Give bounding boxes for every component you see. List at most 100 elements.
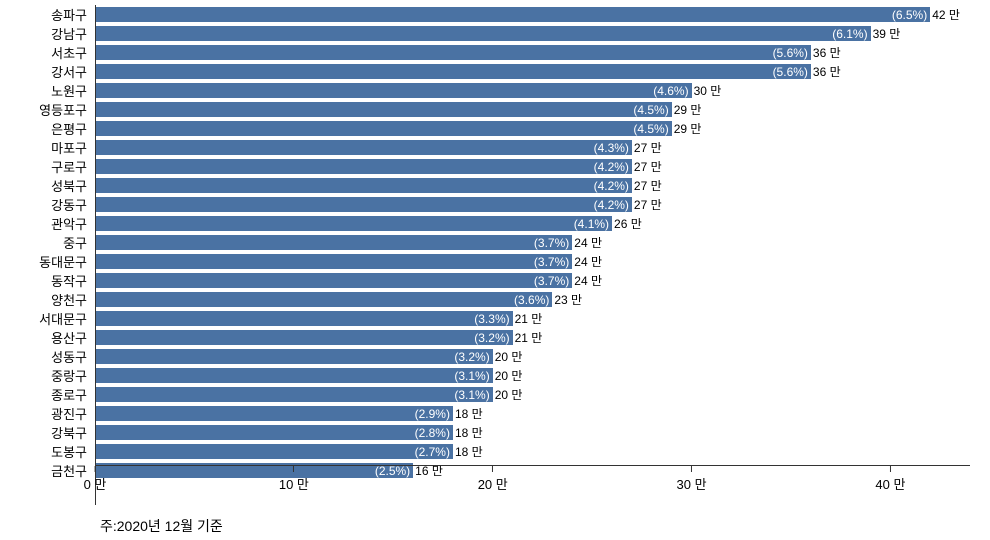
y-axis-label: 구로구 <box>0 157 95 176</box>
bar: (6.1%)39 만 <box>95 26 871 41</box>
bar-percent-label: (4.5%) <box>633 103 671 117</box>
bar-percent-label: (3.7%) <box>534 255 572 269</box>
bar: (3.2%)21 만 <box>95 330 513 345</box>
bar-percent-label: (3.7%) <box>534 274 572 288</box>
y-axis-label: 강서구 <box>0 62 95 81</box>
bar: (3.1%)20 만 <box>95 387 493 402</box>
bar-track: (4.2%)27 만 <box>95 157 970 176</box>
bar-value-label: 18 만 <box>455 405 483 422</box>
bar-track: (6.1%)39 만 <box>95 24 970 43</box>
bar-value-label: 39 만 <box>873 25 901 42</box>
bar-percent-label: (2.9%) <box>415 407 453 421</box>
y-axis-label: 서초구 <box>0 43 95 62</box>
x-tick-label: 30 만 <box>677 474 707 493</box>
bar-value-label: 23 만 <box>554 291 582 308</box>
bar: (2.8%)18 만 <box>95 425 453 440</box>
bar-row: 광진구(2.9%)18 만 <box>0 404 970 423</box>
y-axis-label: 동작구 <box>0 271 95 290</box>
bar-percent-label: (4.5%) <box>633 122 671 136</box>
bar-value-label: 18 만 <box>455 443 483 460</box>
y-axis-label: 강남구 <box>0 24 95 43</box>
y-axis-label: 영등포구 <box>0 100 95 119</box>
bar-row: 강남구(6.1%)39 만 <box>0 24 970 43</box>
bar: (3.7%)24 만 <box>95 273 572 288</box>
bar: (4.2%)27 만 <box>95 178 632 193</box>
y-axis-label: 도봉구 <box>0 442 95 461</box>
x-tick-mark <box>890 466 891 472</box>
bar: (4.2%)27 만 <box>95 197 632 212</box>
bar-track: (4.3%)27 만 <box>95 138 970 157</box>
bar-row: 강북구(2.8%)18 만 <box>0 423 970 442</box>
bar-percent-label: (5.6%) <box>773 46 811 60</box>
bar-track: (4.5%)29 만 <box>95 100 970 119</box>
bar-row: 노원구(4.6%)30 만 <box>0 81 970 100</box>
bar: (6.5%)42 만 <box>95 7 930 22</box>
bar: (4.6%)30 만 <box>95 83 692 98</box>
bar-percent-label: (4.2%) <box>594 160 632 174</box>
y-axis-label: 강북구 <box>0 423 95 442</box>
bar-row: 용산구(3.2%)21 만 <box>0 328 970 347</box>
bar-track: (2.7%)18 만 <box>95 442 970 461</box>
bar-track: (4.5%)29 만 <box>95 119 970 138</box>
bar-percent-label: (2.8%) <box>415 426 453 440</box>
bar-row: 서대문구(3.3%)21 만 <box>0 309 970 328</box>
bar-value-label: 36 만 <box>813 63 841 80</box>
y-axis-label: 서대문구 <box>0 309 95 328</box>
x-tick-label: 0 만 <box>84 474 107 493</box>
bar-percent-label: (4.2%) <box>594 198 632 212</box>
bar: (2.9%)18 만 <box>95 406 453 421</box>
bar-value-label: 24 만 <box>574 253 602 270</box>
bar-row: 서초구(5.6%)36 만 <box>0 43 970 62</box>
bar-row: 송파구(6.5%)42 만 <box>0 5 970 24</box>
bar: (3.7%)24 만 <box>95 254 572 269</box>
y-axis-label: 중랑구 <box>0 366 95 385</box>
bar-row: 양천구(3.6%)23 만 <box>0 290 970 309</box>
x-tick-label: 40 만 <box>875 474 905 493</box>
bar-track: (4.2%)27 만 <box>95 176 970 195</box>
bar: (4.1%)26 만 <box>95 216 612 231</box>
y-axis-line <box>95 5 96 505</box>
y-axis-label: 종로구 <box>0 385 95 404</box>
bar-row: 은평구(4.5%)29 만 <box>0 119 970 138</box>
y-axis-label: 동대문구 <box>0 252 95 271</box>
x-tick-mark <box>95 466 96 472</box>
bar: (5.6%)36 만 <box>95 64 811 79</box>
bar-percent-label: (5.6%) <box>773 65 811 79</box>
bar-track: (4.2%)27 만 <box>95 195 970 214</box>
x-tick-label: 10 만 <box>279 474 309 493</box>
bar-percent-label: (3.2%) <box>454 350 492 364</box>
bar-track: (3.2%)20 만 <box>95 347 970 366</box>
y-axis-label: 송파구 <box>0 5 95 24</box>
bar-track: (3.3%)21 만 <box>95 309 970 328</box>
bar-value-label: 20 만 <box>495 386 523 403</box>
bar-track: (3.1%)20 만 <box>95 385 970 404</box>
bar-percent-label: (4.3%) <box>594 141 632 155</box>
bar-track: (2.9%)18 만 <box>95 404 970 423</box>
bar-row: 강동구(4.2%)27 만 <box>0 195 970 214</box>
bar-value-label: 27 만 <box>634 139 662 156</box>
x-axis-tick: 10 만 <box>279 466 309 493</box>
x-axis: 0 만10 만20 만30 만40 만 <box>95 465 970 495</box>
bar-track: (3.6%)23 만 <box>95 290 970 309</box>
bar: (3.7%)24 만 <box>95 235 572 250</box>
bar-value-label: 26 만 <box>614 215 642 232</box>
bar-row: 종로구(3.1%)20 만 <box>0 385 970 404</box>
bar: (5.6%)36 만 <box>95 45 811 60</box>
y-axis-label: 성북구 <box>0 176 95 195</box>
x-tick-mark <box>691 466 692 472</box>
bar-track: (3.1%)20 만 <box>95 366 970 385</box>
y-axis-label: 노원구 <box>0 81 95 100</box>
bar-percent-label: (3.6%) <box>514 293 552 307</box>
bar-row: 성동구(3.2%)20 만 <box>0 347 970 366</box>
bar-track: (2.8%)18 만 <box>95 423 970 442</box>
bar-percent-label: (6.5%) <box>892 8 930 22</box>
bar-percent-label: (6.1%) <box>832 27 870 41</box>
bar-row: 도봉구(2.7%)18 만 <box>0 442 970 461</box>
bar-value-label: 29 만 <box>674 101 702 118</box>
bar-percent-label: (3.1%) <box>454 388 492 402</box>
bar: (3.1%)20 만 <box>95 368 493 383</box>
bar-value-label: 18 만 <box>455 424 483 441</box>
y-axis-label: 성동구 <box>0 347 95 366</box>
bar-row: 관악구(4.1%)26 만 <box>0 214 970 233</box>
bar-track: (3.7%)24 만 <box>95 271 970 290</box>
